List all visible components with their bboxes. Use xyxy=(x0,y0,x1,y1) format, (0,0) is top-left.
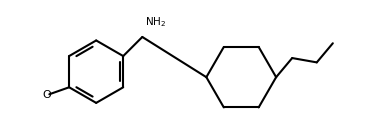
Text: O: O xyxy=(42,90,51,100)
Text: NH$_2$: NH$_2$ xyxy=(145,15,166,29)
